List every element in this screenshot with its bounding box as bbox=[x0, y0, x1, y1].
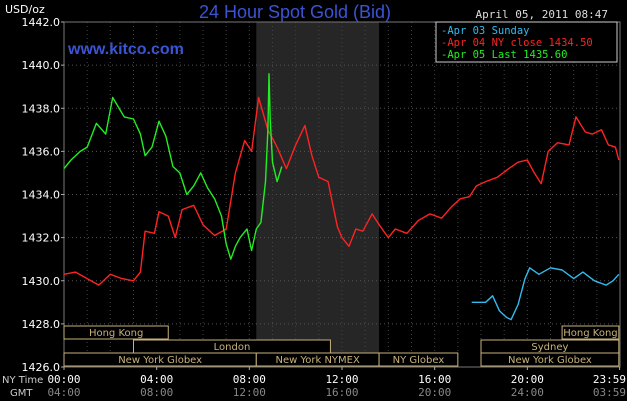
series-apr03-line bbox=[471, 267, 620, 321]
session-label: New York Globex bbox=[508, 355, 592, 366]
y-tick-label: 1440.0 bbox=[22, 59, 61, 72]
x-axis-ticks: 00:0004:0004:0008:0008:0012:0012:0016:00… bbox=[47, 367, 626, 399]
x-tick-label-ny: 12:00 bbox=[325, 373, 358, 386]
ny-time-row-label: NY Time bbox=[2, 375, 43, 386]
legend: -Apr 03 Sunday -Apr 04 NY close 1434.50 … bbox=[435, 21, 618, 63]
session-label: NY Globex bbox=[393, 355, 445, 366]
y-tick-label: 1426.0 bbox=[22, 361, 61, 374]
y-tick-label: 1438.0 bbox=[22, 102, 61, 115]
series-layer bbox=[63, 73, 620, 321]
session-box bbox=[378, 352, 459, 367]
x-tick-label-gmt: 16:00 bbox=[325, 386, 358, 399]
x-tick-label-gmt: 03:59 bbox=[593, 386, 626, 399]
x-tick-label-gmt: 08:00 bbox=[140, 386, 173, 399]
y-tick-label: 1432.0 bbox=[22, 232, 61, 245]
x-tick-label-ny: 08:00 bbox=[233, 373, 266, 386]
x-tick-label-gmt: 12:00 bbox=[233, 386, 266, 399]
x-tick-label-ny: 23:59 bbox=[593, 373, 626, 386]
session-label: Hong Kong bbox=[89, 328, 143, 339]
series-apr05-line bbox=[63, 73, 283, 260]
y-axis-ticks: 1442.0 1440.0 1438.0 1436.0 1434.0 1432.0 1430… bbox=[22, 16, 64, 374]
legend-entry-apr05: -Apr 05 Last 1435.60 bbox=[441, 49, 567, 61]
trading-sessions: Hong Kong Hong Kong London Sydney New York G… bbox=[63, 325, 620, 367]
legend-entry-apr03: -Apr 03 Sunday bbox=[441, 25, 530, 37]
y-tick-label: 1436.0 bbox=[22, 145, 61, 158]
y-tick-label: 1428.0 bbox=[22, 318, 61, 331]
y-axis-label: USD/oz bbox=[5, 3, 45, 16]
x-tick-label-ny: 16:00 bbox=[418, 373, 451, 386]
y-tick-label: 1434.0 bbox=[22, 189, 61, 202]
x-tick-label-gmt: 24:00 bbox=[511, 386, 544, 399]
x-tick-label-gmt: 04:00 bbox=[47, 386, 80, 399]
session-label: New York Globex bbox=[118, 355, 202, 366]
x-tick-label-ny: 04:00 bbox=[140, 373, 173, 386]
x-tick-label-ny: 20:00 bbox=[511, 373, 544, 386]
session-box bbox=[561, 325, 620, 340]
series-apr04-line bbox=[63, 96, 620, 286]
session-label: London bbox=[214, 342, 251, 353]
x-tick-label-gmt: 20:00 bbox=[418, 386, 451, 399]
legend-entry-apr04: -Apr 04 NY close 1434.50 bbox=[441, 37, 593, 49]
timestamp: April 05, 2011 08:47 bbox=[476, 8, 608, 21]
session-box bbox=[63, 325, 169, 340]
y-tick-label: 1430.0 bbox=[22, 275, 61, 288]
gmt-row-label: GMT bbox=[10, 388, 33, 399]
y-tick-label: 1442.0 bbox=[22, 16, 61, 29]
legend-box bbox=[435, 21, 618, 63]
x-tick-label-ny: 00:00 bbox=[47, 373, 80, 386]
session-label: Hong Kong bbox=[563, 328, 617, 339]
watermark-url: www.kitco.com bbox=[67, 41, 184, 58]
chart-title: 24 Hour Spot Gold (Bid) bbox=[199, 2, 391, 22]
session-label: New York NYMEX bbox=[275, 355, 360, 366]
session-box bbox=[480, 352, 620, 367]
session-label: Sydney bbox=[531, 342, 568, 353]
